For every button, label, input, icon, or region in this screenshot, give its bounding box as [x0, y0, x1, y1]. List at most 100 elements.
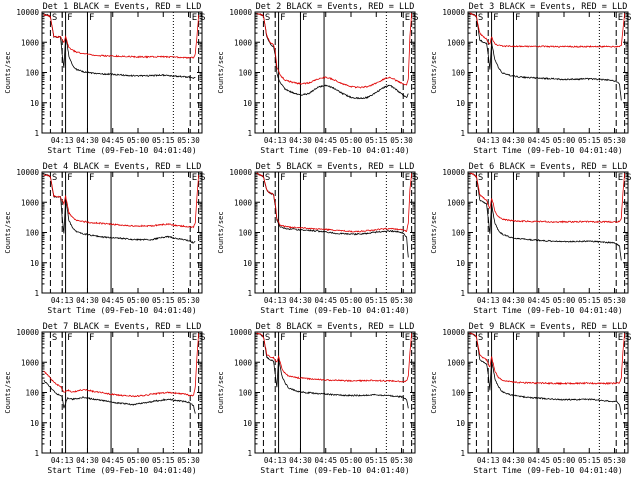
x-axis-label: Start Time (09-Feb-10 04:01:40)	[473, 466, 622, 475]
x-tick-label: 05:00	[340, 136, 363, 145]
x-tick-label: 04:30	[502, 136, 525, 145]
y-tick-label: 1	[460, 129, 465, 138]
y-tick-label: 10	[243, 259, 253, 268]
y-tick-label: 1000	[447, 198, 466, 207]
chart-svg: Det 7 BLACK = Events, RED = LLD 1 10 100 100…	[4, 322, 206, 475]
chart-svg: Det 3 BLACK = Events, RED = LLD 1 10 100 100…	[430, 2, 632, 155]
marker-label: F	[67, 333, 72, 343]
series-lld-line	[469, 332, 625, 386]
x-tick-label: 04:13	[264, 456, 287, 465]
y-axis-label: Counts/sec	[430, 51, 438, 93]
marker-label: E	[405, 13, 410, 23]
marker-label: E	[618, 333, 623, 343]
chart-svg: Det 5 BLACK = Events, RED = LLD 1 10 100 100…	[217, 162, 419, 315]
y-tick-label: 1000	[21, 358, 40, 367]
y-axis-label: Counts/sec	[217, 51, 225, 93]
y-tick-label: 10000	[229, 168, 252, 177]
marker-label: E	[192, 173, 197, 183]
marker-label: S	[200, 13, 205, 23]
marker-label: F	[515, 173, 520, 183]
x-tick-label: 04:30	[76, 456, 99, 465]
series-lld-line	[43, 13, 199, 60]
x-tick-label: 05:00	[127, 136, 150, 145]
series-lld-line	[43, 173, 199, 229]
x-tick-label: 04:13	[477, 296, 500, 305]
marker-label: S	[626, 173, 631, 183]
y-tick-label: 10000	[16, 168, 39, 177]
y-tick-label: 100	[451, 389, 465, 398]
y-tick-label: 10	[30, 99, 40, 108]
marker-label: S	[626, 13, 631, 23]
x-tick-label: 04:45	[527, 296, 550, 305]
marker-label: S	[265, 333, 270, 343]
x-axis-label: Start Time (09-Feb-10 04:01:40)	[473, 146, 622, 155]
x-tick-label: 05:30	[177, 136, 200, 145]
marker-label: S	[52, 333, 57, 343]
series-events-line	[43, 379, 196, 414]
x-tick-label: 04:45	[314, 456, 337, 465]
panel-title: Det 8 BLACK = Events, RED = LLD	[256, 322, 415, 332]
series-events-line	[256, 332, 409, 409]
x-axis-label: Start Time (09-Feb-10 04:01:40)	[260, 306, 409, 315]
detector-panel-1: Det 1 BLACK = Events, RED = LLD 1 10 100 100…	[0, 0, 213, 160]
chart-svg: Det 4 BLACK = Events, RED = LLD 1 10 100 100…	[4, 162, 206, 315]
y-tick-label: 10	[30, 419, 40, 428]
y-axis-label: Counts/sec	[4, 51, 12, 93]
y-tick-label: 10	[243, 99, 253, 108]
y-tick-label: 10000	[442, 168, 465, 177]
y-tick-label: 10000	[442, 328, 465, 337]
x-tick-label: 04:45	[314, 296, 337, 305]
x-tick-label: 05:30	[390, 456, 413, 465]
panel-title: Det 2 BLACK = Events, RED = LLD	[256, 2, 415, 12]
detector-panel-5: Det 5 BLACK = Events, RED = LLD 1 10 100 100…	[213, 160, 426, 320]
series-events-line	[43, 173, 196, 244]
x-tick-label: 05:15	[152, 296, 175, 305]
detector-panel-6: Det 6 BLACK = Events, RED = LLD 1 10 100 100…	[426, 160, 639, 320]
marker-label: S	[52, 13, 57, 23]
panel-title: Det 5 BLACK = Events, RED = LLD	[256, 162, 415, 172]
marker-label: S	[478, 173, 483, 183]
y-tick-label: 100	[238, 389, 252, 398]
marker-label: F	[280, 13, 285, 23]
marker-label: F	[515, 333, 520, 343]
y-tick-label: 10	[456, 259, 466, 268]
x-tick-label: 04:30	[289, 456, 312, 465]
marker-label: S	[413, 333, 418, 343]
x-tick-label: 04:45	[101, 296, 124, 305]
x-tick-label: 04:30	[76, 296, 99, 305]
marker-label: F	[515, 13, 520, 23]
marker-label: F	[302, 173, 307, 183]
y-tick-label: 100	[238, 69, 252, 78]
y-tick-label: 100	[25, 389, 39, 398]
x-tick-label: 04:30	[289, 296, 312, 305]
series-lld-line	[43, 333, 199, 398]
x-axis-label: Start Time (09-Feb-10 04:01:40)	[47, 146, 196, 155]
marker-label: E	[192, 13, 197, 23]
y-tick-label: 10000	[442, 8, 465, 17]
marker-label: F	[493, 173, 498, 183]
x-tick-label: 05:00	[127, 456, 150, 465]
detector-panel-3: Det 3 BLACK = Events, RED = LLD 1 10 100 100…	[426, 0, 639, 160]
y-tick-label: 100	[25, 229, 39, 238]
y-axis-label: Counts/sec	[430, 211, 438, 253]
y-tick-label: 1000	[447, 358, 466, 367]
marker-label: S	[200, 333, 205, 343]
x-tick-label: 05:15	[365, 136, 388, 145]
x-axis-label: Start Time (09-Feb-10 04:01:40)	[47, 306, 196, 315]
x-tick-label: 04:13	[264, 136, 287, 145]
x-tick-label: 04:30	[289, 136, 312, 145]
y-axis-label: Counts/sec	[430, 371, 438, 413]
marker-label: F	[67, 173, 72, 183]
x-tick-label: 04:30	[76, 136, 99, 145]
x-axis-label: Start Time (09-Feb-10 04:01:40)	[260, 146, 409, 155]
y-tick-label: 100	[238, 229, 252, 238]
series-events-line	[43, 13, 196, 79]
marker-label: S	[265, 13, 270, 23]
marker-label: E	[618, 13, 623, 23]
y-tick-label: 1	[34, 449, 39, 458]
series-lld-line	[256, 172, 412, 233]
y-tick-label: 10	[456, 99, 466, 108]
y-tick-label: 10	[30, 259, 40, 268]
marker-label: F	[89, 333, 94, 343]
marker-label: F	[89, 173, 94, 183]
